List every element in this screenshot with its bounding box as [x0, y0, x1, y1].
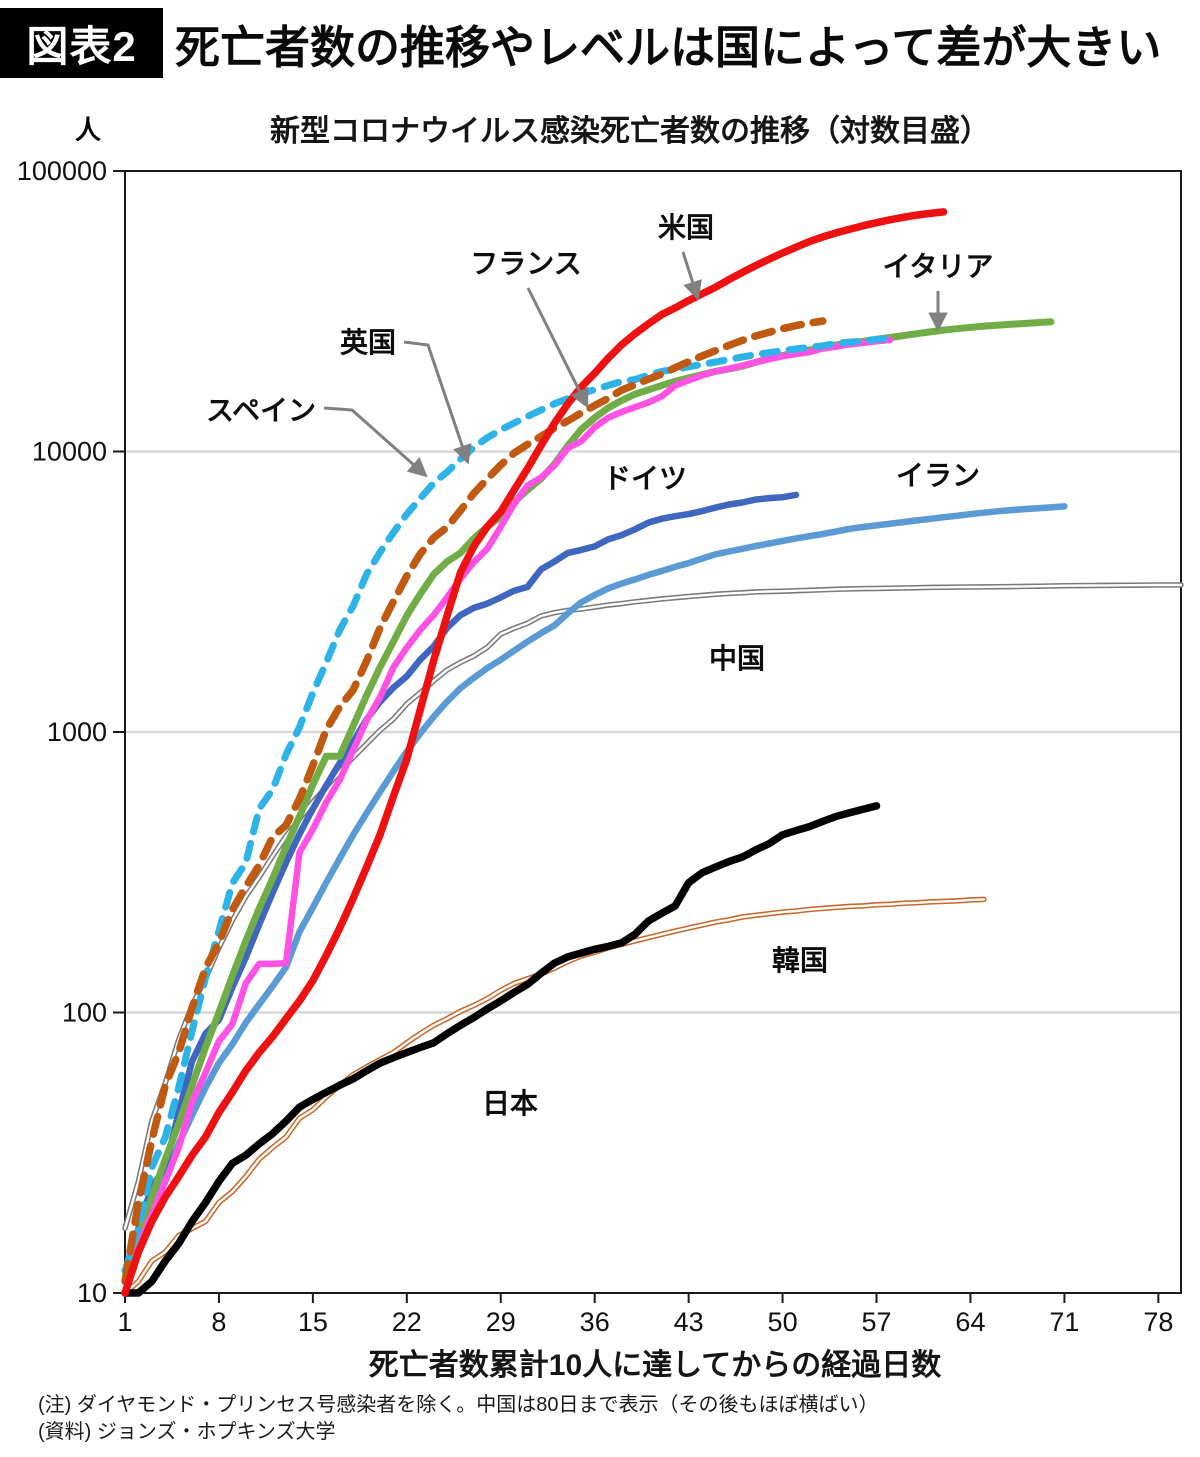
series-line-china	[122, 582, 1184, 1232]
series-line-inner-korea	[123, 898, 986, 1295]
series-line-us	[121, 208, 948, 1297]
series-label-korea: 韓国	[772, 945, 828, 976]
series-label-germany: ドイツ	[603, 463, 687, 494]
series-label-japan: 日本	[482, 1088, 538, 1119]
footnotes: (注) ダイヤモンド・プリンセス号感染者を除く。中国は80日まで表示（その後もほ…	[38, 1392, 1168, 1446]
x-tick-label-1: 1	[117, 1307, 132, 1337]
series-line-italy	[121, 318, 1055, 1275]
x-tick-label-29: 29	[486, 1307, 516, 1337]
callout-arrow-uk	[403, 340, 472, 465]
series-label-france: フランス	[470, 248, 581, 279]
y-tick-label-100: 100	[62, 998, 107, 1028]
series-line-germany	[121, 491, 800, 1275]
x-tick-label-22: 22	[392, 1307, 422, 1337]
series-line-iran	[121, 503, 1068, 1275]
figure-number-tag: 図表2	[0, 8, 163, 78]
series-line-france	[121, 336, 894, 1285]
x-tick-label-57: 57	[861, 1307, 891, 1337]
y-tick-label-1000: 1000	[47, 717, 107, 747]
series-line-japan	[121, 802, 881, 1297]
series-line-korea	[122, 896, 987, 1296]
x-axis-title: 死亡者数累計10人に達してからの経過日数	[368, 1349, 942, 1382]
x-tick-label-50: 50	[768, 1307, 798, 1337]
series-line-spain	[121, 334, 894, 1275]
callout-arrow-spain	[323, 406, 428, 478]
figure-title: 死亡者数の推移やレベルは国によって差が大きい	[175, 21, 1162, 73]
callout-arrow-france	[526, 287, 589, 409]
footnote-data-source: (資料) ジョンズ・ホプキンズ大学	[38, 1421, 336, 1443]
chart-title: 新型コロナウイルス感染死亡者数の推移（対数目盛）	[270, 115, 990, 148]
y-axis-unit-label: 人	[74, 115, 101, 145]
x-tick-label-15: 15	[298, 1307, 328, 1337]
footnote-source-note: (注) ダイヤモンド・プリンセス号感染者を除く。中国は80日まで表示（その後もほ…	[38, 1394, 879, 1416]
x-tick-label-36: 36	[580, 1307, 610, 1337]
y-tick-label-10000: 10000	[32, 437, 107, 467]
series-label-us: 米国	[658, 212, 714, 243]
series-label-uk: 英国	[340, 327, 396, 358]
series-line-inner-china	[123, 583, 1183, 1230]
callout-arrow-us	[681, 251, 702, 301]
series-label-iran: イラン	[896, 460, 980, 491]
x-tick-label-43: 43	[674, 1307, 704, 1337]
series-label-china: 中国	[709, 643, 765, 674]
x-tick-label-78: 78	[1143, 1307, 1173, 1337]
series-label-italy: イタリア	[883, 251, 994, 282]
x-tick-label-71: 71	[1049, 1307, 1079, 1337]
figure-header: 図表2 死亡者数の推移やレベルは国によって差が大きい	[0, 8, 1200, 78]
x-tick-label-64: 64	[955, 1307, 985, 1337]
y-tick-label-10: 10	[77, 1278, 107, 1308]
series-line-uk	[121, 317, 827, 1286]
x-tick-label-8: 8	[211, 1307, 226, 1337]
y-tick-label-100000: 100000	[17, 156, 107, 186]
series-label-spain: スペイン	[206, 395, 316, 426]
